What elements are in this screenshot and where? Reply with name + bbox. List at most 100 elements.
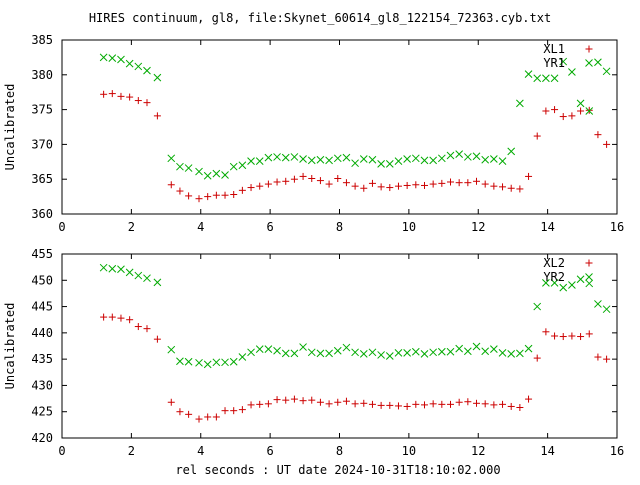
data-point-yr2 [108, 264, 117, 273]
data-point-xl1 [473, 177, 481, 185]
legend-marker-yr2 [585, 273, 593, 281]
data-point-yr1 [403, 155, 411, 163]
data-point-yr1 [385, 160, 394, 168]
data-point-xl2 [464, 398, 472, 406]
data-point-xl2 [568, 332, 576, 340]
top-axis-ticks: 0 2 4 6 8 10 12 14 16 360 365 370 375 380 385 [31, 33, 624, 234]
data-point-xl2 [351, 400, 359, 408]
top-plot: Uncalibrated 0 2 4 6 8 10 12 14 16 360 365 370 375 38… [3, 33, 624, 234]
bottom-plot-frame [61, 253, 618, 439]
data-point-xl2 [316, 398, 324, 406]
data-point-yr1 [437, 154, 446, 163]
data-point-xl1 [299, 172, 307, 180]
data-point-yr2 [550, 279, 559, 287]
bottom-axis-ticks: 0 2 4 6 8 10 12 14 16 420 425 430 435 440 445 450 455 [31, 247, 624, 458]
data-point-yr2 [229, 357, 238, 366]
data-point-xl1 [412, 181, 420, 189]
data-point-xl2 [360, 399, 368, 407]
data-point-xl1 [577, 107, 585, 115]
data-point-yr1 [351, 159, 359, 168]
legend-marker-yr1 [585, 59, 593, 67]
data-point-xl2 [273, 396, 281, 404]
data-point-xl2 [308, 396, 316, 404]
data-point-xl2 [176, 408, 184, 416]
data-point-xl1 [143, 99, 151, 107]
x-tick-label: 12 [471, 220, 485, 234]
data-point-xl1 [325, 180, 333, 188]
data-point-xl1 [108, 90, 116, 98]
legend-symbol-yr1 [585, 59, 593, 67]
y-tick-label: 385 [31, 33, 53, 47]
data-point-xl2 [447, 400, 454, 408]
data-point-yr2 [212, 358, 221, 367]
data-point-yr1 [559, 57, 568, 66]
data-point-yr2 [507, 350, 516, 358]
data-point-xl2 [438, 400, 446, 408]
data-point-yr1 [143, 66, 151, 75]
data-point-yr2 [490, 345, 498, 354]
data-point-xl1 [447, 178, 454, 186]
data-point-yr1 [99, 53, 108, 62]
data-point-yr2 [99, 263, 108, 272]
data-point-yr2 [411, 347, 420, 356]
data-point-xl1 [117, 92, 125, 100]
x-tick-label: 6 [267, 220, 274, 234]
data-point-yr2 [437, 347, 446, 356]
data-point-xl1 [568, 112, 576, 120]
data-point-yr2 [203, 360, 212, 369]
data-point-xl2 [221, 407, 229, 415]
data-point-yr1 [212, 169, 221, 178]
data-point-xl2 [455, 398, 463, 406]
data-point-yr1 [264, 153, 273, 162]
data-point-yr2 [498, 348, 507, 357]
data-point-yr2 [533, 302, 542, 311]
y-tick-label: 370 [31, 137, 53, 151]
data-point-yr2 [576, 275, 585, 284]
data-point-xl2 [533, 354, 541, 362]
x-tick-label: 16 [610, 220, 624, 234]
data-point-yr1 [359, 155, 368, 163]
data-point-yr2 [221, 358, 229, 367]
y-tick-label: 445 [31, 300, 53, 314]
bottom-y-axis-label: Uncalibrated [3, 303, 17, 390]
legend-symbol-xl1 [585, 45, 593, 53]
data-point-xl1 [351, 182, 359, 190]
data-point-yr2 [125, 268, 134, 277]
data-point-yr2 [143, 274, 151, 283]
data-point-yr1 [281, 153, 290, 162]
data-point-yr2 [429, 348, 438, 357]
data-point-xl2 [143, 325, 151, 333]
data-point-yr1 [325, 156, 333, 165]
data-point-yr2 [247, 348, 255, 357]
data-point-yr1 [195, 167, 203, 176]
data-point-xl1 [455, 179, 463, 187]
data-point-xl1 [316, 177, 324, 185]
data-point-yr2 [290, 349, 299, 358]
data-point-yr1 [507, 147, 516, 156]
data-point-yr1 [307, 156, 316, 165]
data-point-yr2 [594, 300, 602, 308]
data-point-xl1 [542, 107, 550, 115]
data-point-yr1 [134, 62, 143, 71]
x-tick-label: 6 [267, 444, 274, 458]
data-point-xl2 [473, 399, 481, 407]
data-point-yr2 [446, 347, 455, 356]
data-point-yr1 [316, 155, 325, 164]
y-tick-label: 440 [31, 326, 53, 340]
x-tick-label: 0 [58, 444, 65, 458]
data-point-yr1 [429, 156, 438, 165]
data-point-xl1 [273, 178, 281, 186]
legend-marker-xl1 [585, 45, 593, 53]
data-point-xl1 [559, 113, 567, 121]
x-tick-label: 4 [197, 220, 204, 234]
data-point-xl1 [603, 140, 611, 148]
data-point-xl1 [429, 180, 437, 188]
x-tick-label: 0 [58, 220, 65, 234]
data-point-xl2 [603, 355, 611, 363]
data-point-yr1 [203, 171, 212, 180]
data-point-xl2 [117, 314, 125, 322]
data-point-xl2 [153, 335, 161, 343]
data-point-yr1 [377, 160, 385, 168]
data-point-yr2 [403, 348, 411, 357]
